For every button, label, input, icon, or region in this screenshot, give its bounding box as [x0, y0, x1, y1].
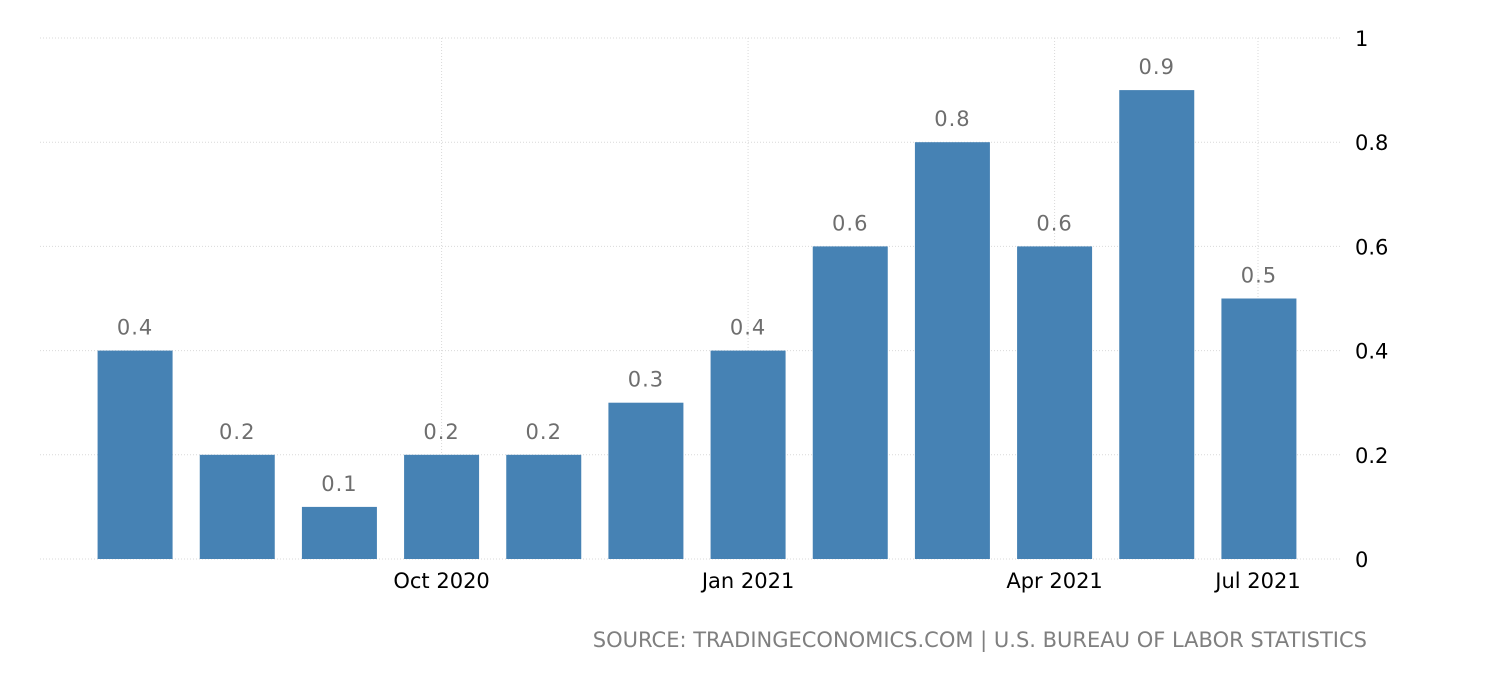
bar-value-label: 0.8: [934, 107, 970, 131]
bar-value-label: 0.9: [1139, 55, 1175, 79]
bar-value-label: 0.1: [321, 472, 357, 496]
bar: [608, 402, 684, 559]
bar: [199, 454, 275, 559]
y-tick-label: 0.4: [1355, 340, 1388, 364]
x-axis-ticks: Oct 2020 Jan 2021 Apr 2021 Jul 2021: [393, 569, 1300, 593]
bar-value-label: 0.2: [423, 420, 459, 444]
bar-value-label: 0.4: [117, 316, 153, 340]
data-labels: 0.4 0.2 0.1 0.2 0.2 0.3 0.4 0.6 0.8 0.6 0.9 0.5: [117, 55, 1277, 496]
x-tick-label: Jul 2021: [1213, 569, 1300, 593]
bar: [812, 246, 888, 559]
bar-value-label: 0.4: [730, 316, 766, 340]
bar: [914, 142, 990, 559]
bar: [1119, 90, 1195, 559]
bars: [97, 90, 1297, 559]
bar-value-label: 0.5: [1241, 264, 1277, 288]
x-tick-label: Oct 2020: [393, 569, 489, 593]
y-tick-label: 0.8: [1355, 131, 1388, 155]
bar: [301, 506, 377, 559]
bar-value-label: 0.2: [219, 420, 255, 444]
bar: [506, 454, 582, 559]
bar: [97, 350, 173, 559]
source-note: SOURCE: TRADINGECONOMICS.COM | U.S. BURE…: [592, 628, 1367, 652]
y-tick-label: 0.6: [1355, 235, 1388, 259]
y-tick-label: 0.2: [1355, 444, 1388, 468]
y-axis-ticks: 0 0.2 0.4 0.6 0.8 1: [1355, 27, 1388, 572]
y-tick-label: 0: [1355, 548, 1368, 572]
x-tick-label: Jan 2021: [700, 569, 795, 593]
bar: [404, 454, 480, 559]
y-tick-label: 1: [1355, 27, 1368, 51]
bar-value-label: 0.2: [526, 420, 562, 444]
x-tick-label: Apr 2021: [1006, 569, 1102, 593]
bar-value-label: 0.6: [832, 211, 868, 235]
bar: [710, 350, 786, 559]
bar: [1017, 246, 1093, 559]
bar-value-label: 0.3: [628, 368, 664, 392]
bar-value-label: 0.6: [1036, 211, 1072, 235]
bar: [1221, 298, 1297, 559]
